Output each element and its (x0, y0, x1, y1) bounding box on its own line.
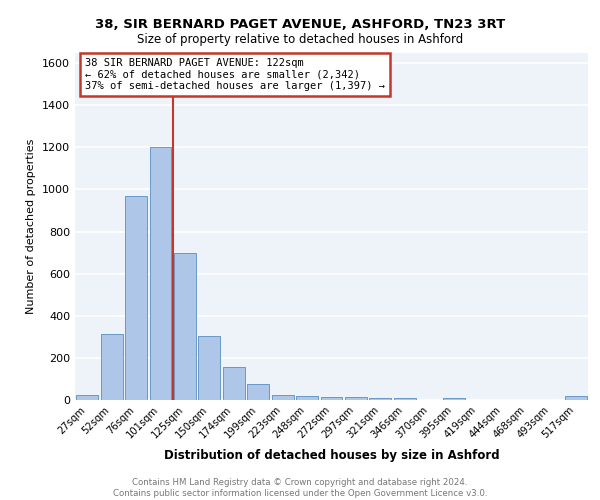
Text: 38 SIR BERNARD PAGET AVENUE: 122sqm
← 62% of detached houses are smaller (2,342): 38 SIR BERNARD PAGET AVENUE: 122sqm ← 62… (85, 58, 385, 91)
Y-axis label: Number of detached properties: Number of detached properties (26, 138, 37, 314)
Bar (320, 397, 343, 400)
Bar (296, 396, 318, 400)
Text: Contains HM Land Registry data © Crown copyright and database right 2024.
Contai: Contains HM Land Registry data © Crown c… (113, 478, 487, 498)
Text: 38, SIR BERNARD PAGET AVENUE, ASHFORD, TN23 3RT: 38, SIR BERNARD PAGET AVENUE, ASHFORD, T… (95, 18, 505, 30)
Text: Size of property relative to detached houses in Ashford: Size of property relative to detached ho… (137, 32, 463, 46)
X-axis label: Distribution of detached houses by size in Ashford: Distribution of detached houses by size … (164, 449, 499, 462)
Bar (443, 398, 464, 400)
Bar (272, 394, 293, 400)
Bar (174, 252, 196, 400)
Bar (370, 398, 391, 400)
Bar (101, 334, 122, 400)
Bar (199, 336, 220, 400)
Bar (223, 368, 245, 400)
Bar (565, 396, 587, 400)
Bar (345, 397, 367, 400)
Bar (149, 148, 172, 400)
Bar (394, 398, 416, 400)
Bar (76, 394, 98, 400)
Bar (247, 384, 269, 400)
Bar (125, 196, 147, 400)
